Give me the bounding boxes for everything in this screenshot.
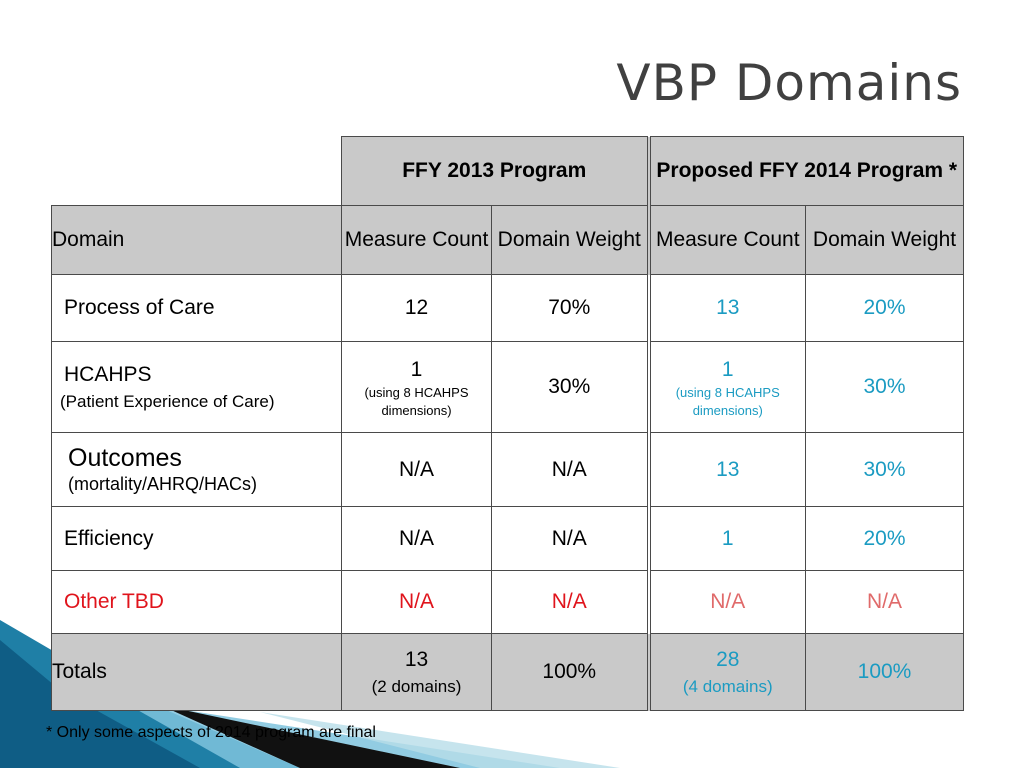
vbp-domains-table: FFY 2013 Program Proposed FFY 2014 Progr… — [51, 136, 964, 711]
table-row: Process of Care 12 70% 13 20% — [51, 274, 964, 342]
cell-count-2014: 13 — [646, 274, 806, 342]
table-row: Other TBD N/A N/A N/A N/A — [51, 570, 964, 634]
table-row: Efficiency N/A N/A 1 20% — [51, 506, 964, 571]
footnote: * Only some aspects of 2014 program are … — [46, 724, 376, 741]
header-ffy2014: Proposed FFY 2014 Program * — [646, 136, 964, 206]
table-row-totals: Totals 13 (2 domains) 100% 28 (4 domains… — [51, 633, 964, 711]
cell-count-2014: 28 (4 domains) — [646, 633, 806, 711]
count-note: (2 domains) — [371, 676, 462, 696]
header-measure-count-2014: Measure Count — [646, 205, 806, 275]
cell-count-2013: N/A — [341, 570, 492, 634]
outcomes-sublabel: (mortality/AHRQ/HACs) — [68, 473, 258, 494]
cell-weight-2013: 70% — [491, 274, 649, 342]
count-value: 1 — [721, 357, 734, 381]
cell-count-2013: 12 — [341, 274, 492, 342]
hcahps-label: HCAHPS — [64, 363, 152, 387]
count-note: (using 8 HCAHPS dimensions) — [675, 385, 780, 418]
cell-weight-2014: 20% — [805, 506, 964, 571]
row-label-totals: Totals — [51, 633, 342, 711]
count-note: (4 domains) — [682, 676, 773, 696]
cell-weight-2014: 30% — [805, 432, 964, 507]
cell-count-2014: N/A — [646, 570, 806, 634]
header-ffy2013: FFY 2013 Program — [341, 136, 649, 206]
cell-weight-2013: 30% — [491, 341, 649, 433]
empty-corner-cell — [51, 136, 342, 206]
cell-count-2013: 13 (2 domains) — [341, 633, 492, 711]
count-value: 1 — [410, 357, 423, 381]
header-measure-count-2013: Measure Count — [341, 205, 492, 275]
row-label-efficiency: Efficiency — [51, 506, 342, 571]
hcahps-sublabel: (Patient Experience of Care) — [60, 391, 275, 411]
cell-count-2014: 13 — [646, 432, 806, 507]
cell-count-2014: 1 — [646, 506, 806, 571]
cell-count-2013: 1 (using 8 HCAHPS dimensions) — [341, 341, 492, 433]
outcomes-label: Outcomes — [68, 443, 182, 472]
cell-weight-2014: 100% — [805, 633, 964, 711]
cell-count-2013: N/A — [341, 432, 492, 507]
cell-count-2014: 1 (using 8 HCAHPS dimensions) — [646, 341, 806, 433]
cell-weight-2014: N/A — [805, 570, 964, 634]
cell-count-2013: N/A — [341, 506, 492, 571]
table-row: Outcomes (mortality/AHRQ/HACs) N/A N/A 1… — [51, 432, 964, 507]
header-domain-weight-2013: Domain Weight — [491, 205, 649, 275]
cell-weight-2013: N/A — [491, 432, 649, 507]
header-domain: Domain — [51, 205, 342, 275]
cell-weight-2013: N/A — [491, 506, 649, 571]
cell-weight-2013: N/A — [491, 570, 649, 634]
count-note: (using 8 HCAHPS dimensions) — [364, 385, 469, 418]
table-row: HCAHPS (Patient Experience of Care) 1 (u… — [51, 341, 964, 433]
count-value: 28 — [716, 648, 740, 672]
cell-weight-2014: 30% — [805, 341, 964, 433]
row-label-other: Other TBD — [51, 570, 342, 634]
cell-weight-2014: 20% — [805, 274, 964, 342]
cell-weight-2013: 100% — [491, 633, 649, 711]
row-label-process: Process of Care — [51, 274, 342, 342]
count-value: 13 — [404, 648, 429, 672]
row-label-outcomes: Outcomes (mortality/AHRQ/HACs) — [51, 432, 342, 507]
header-domain-weight-2014: Domain Weight — [805, 205, 964, 275]
page-title: VBP Domains — [616, 54, 962, 112]
row-label-hcahps: HCAHPS (Patient Experience of Care) — [51, 341, 342, 433]
